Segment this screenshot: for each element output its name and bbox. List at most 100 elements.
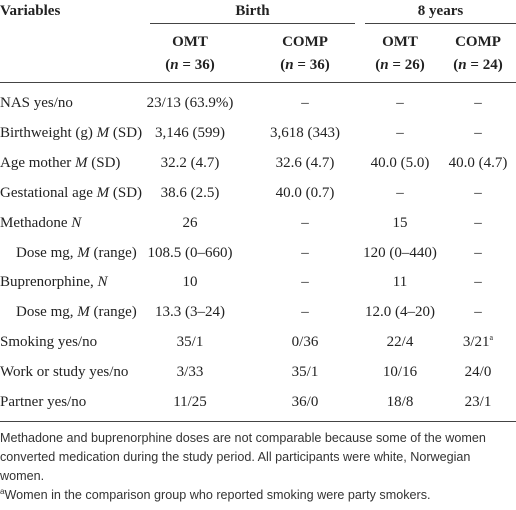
row-label: Buprenorphine, N [0,273,108,291]
cell: – [474,95,482,111]
cell: – [474,214,482,231]
text-segment: n [380,57,389,73]
cell: 40.0 (0.7) [275,184,335,201]
row-label: Dose mg, M (range) [16,303,137,321]
cell: 12.0 (4–20) [365,304,435,321]
cell: 32.2 (4.7) [160,154,220,171]
cell: 10/16 [382,364,418,381]
text-segment: Dose mg, [16,244,78,261]
row-label: Gestational age M (SD) [0,184,142,202]
cell: 3/33 [176,364,204,381]
text-segment: = 36) [293,57,330,73]
text-segment: Buprenorphine, [0,274,98,291]
cell: 35/1 [291,364,319,381]
group-rule [150,23,355,24]
cell: 3/21a [463,333,493,351]
cell: 3,146 (599) [155,124,225,141]
cell: – [474,274,482,291]
group-rule [365,23,516,24]
row-label: Methadone N [0,214,81,232]
note-superscript: a [0,486,5,496]
cell: – [301,274,309,291]
row-label: Partner yes/no [0,393,86,411]
text-segment: = 36) [178,57,215,73]
text-segment: M [96,184,110,201]
cell: 32.6 (4.7) [275,154,335,171]
row-label: Dose mg, M (range) [16,244,137,262]
text-segment: = 24) [466,57,503,73]
cell: 40.0 (4.7) [448,154,508,171]
group-label: Birth [235,3,270,19]
header-variables: Variables [0,3,61,19]
row-label: Work or study yes/no [0,363,128,381]
cell: 26 [182,214,198,231]
cell: 15 [392,214,408,231]
text-segment: N [97,274,108,291]
note-text: Women in the comparison group who report… [4,488,431,502]
cell: – [396,184,404,201]
text-segment: Birthweight (g) [0,124,97,141]
cell: – [474,304,482,321]
cell: 120 (0–440) [363,244,437,261]
cell: 10 [182,274,198,291]
text-segment: Methadone [0,214,72,231]
cell-text: 3/21 [462,334,490,351]
text-segment: M [77,304,90,321]
text-segment: Partner yes/no [0,394,87,410]
text-segment: ( [453,57,459,73]
cell: – [474,184,482,201]
cell: 22/4 [386,334,414,351]
cell: – [301,95,309,111]
note: aWomen in the comparison group who repor… [0,486,516,505]
text-segment: (SD) [109,124,143,141]
text-segment: = 26) [388,57,425,73]
cell: 108.5 (0–660) [147,244,233,261]
text-segment: (range) [89,304,137,321]
column-n: (n = 36) [165,56,214,74]
cell: 3,618 (343) [270,124,340,141]
cell: 38.6 (2.5) [160,184,220,201]
notes: Methadone and buprenorphine doses are no… [0,429,516,505]
column-n: (n = 24) [453,56,502,74]
column-label: OMT [172,34,208,50]
text-segment: Dose mg, [16,304,78,321]
text-segment: Work or study yes/no [0,364,129,381]
text-segment: n [285,57,294,73]
cell: – [301,244,309,261]
column-n: (n = 36) [280,56,329,74]
cell: – [396,124,404,141]
note: Methadone and buprenorphine doses are no… [0,429,516,486]
column-n: (n = 26) [375,56,424,74]
text-segment: n [170,57,179,73]
text-segment: (range) [89,244,137,261]
text-segment: ( [375,57,381,73]
cell: 11 [392,274,408,291]
text-segment: (SD) [109,184,143,201]
cell: 13.3 (3–24) [155,304,225,321]
cell: 35/1 [176,334,204,351]
row-label: Birthweight (g) M (SD) [0,124,142,142]
row-label: Smoking yes/no [0,333,97,351]
cell: 11/25 [173,394,207,410]
note-text: Methadone and buprenorphine doses are no… [0,431,486,483]
cell: – [301,304,309,321]
cell: 23/1 [464,394,492,410]
cell: – [301,214,309,231]
text-segment: M [77,244,90,261]
column-label: COMP [282,34,328,50]
text-segment: n [458,57,467,73]
text-segment: ( [165,57,171,73]
group-label: 8 years [417,3,464,19]
text-segment: ( [280,57,286,73]
cell: – [396,95,404,111]
text-segment: NAS yes/no [0,95,73,111]
cell: 24/0 [464,364,492,381]
cell-superscript: a [489,333,494,343]
text-segment: Gestational age [0,184,97,201]
text-segment: Age mother [0,154,75,171]
text-segment: Smoking yes/no [0,334,98,351]
cell: 40.0 (5.0) [370,154,430,171]
text-segment: (SD) [87,154,121,171]
text-segment: M [74,154,88,171]
